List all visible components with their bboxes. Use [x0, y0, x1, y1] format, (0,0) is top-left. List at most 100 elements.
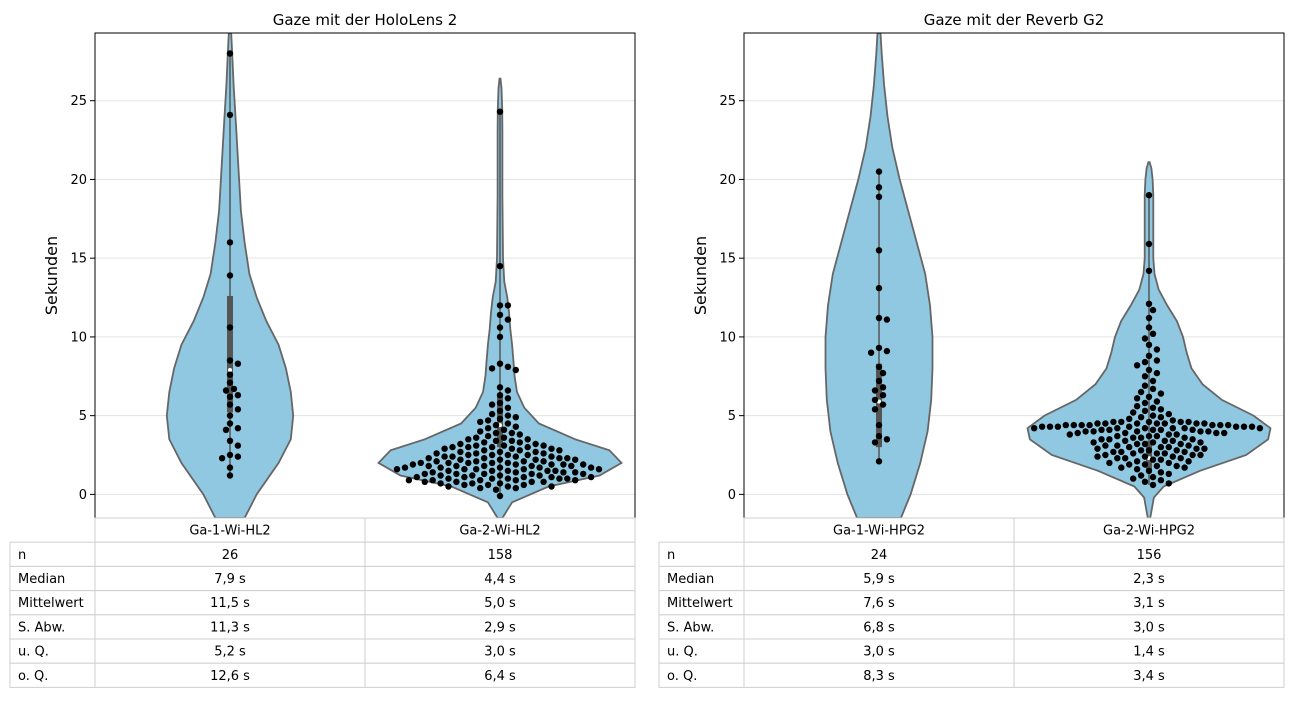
data-point [875, 184, 883, 191]
data-point [1114, 425, 1121, 432]
data-point [1102, 442, 1109, 449]
table-row-label: n [18, 548, 26, 563]
data-point [552, 467, 559, 474]
data-point [516, 431, 523, 438]
data-point [484, 432, 492, 440]
data-point [548, 473, 555, 481]
data-point [1221, 429, 1228, 437]
data-point [226, 324, 234, 331]
data-point [871, 387, 879, 394]
table-row-label: Mittelwert [667, 596, 733, 611]
data-point [1165, 470, 1173, 478]
y-tick-label: 10 [719, 330, 736, 345]
data-point [496, 480, 504, 487]
data-point [1145, 393, 1153, 400]
data-point [1149, 412, 1157, 419]
data-point [504, 420, 512, 427]
data-point [1232, 423, 1240, 430]
data-point [445, 483, 452, 490]
data-point [1141, 399, 1149, 407]
table-cell-value: 158 [488, 548, 513, 563]
data-point [425, 455, 432, 462]
table-header-cell [1013, 517, 1285, 543]
data-point [1133, 440, 1141, 448]
data-point [524, 436, 531, 443]
data-point [1141, 453, 1149, 460]
data-point [1133, 458, 1141, 465]
table-cell [94, 565, 366, 592]
table-cell-value: 5,9 s [863, 572, 895, 587]
data-point [504, 459, 512, 467]
data-point [484, 417, 492, 424]
y-tick-label: 0 [728, 488, 736, 503]
data-point [512, 366, 519, 374]
data-point [520, 481, 527, 489]
data-point [1173, 447, 1180, 454]
data-point [595, 466, 603, 473]
data-point [1169, 425, 1177, 432]
data-point [226, 464, 234, 471]
data-point [1161, 420, 1169, 427]
data-point [226, 451, 234, 459]
data-point [1145, 314, 1153, 322]
data-point [1133, 420, 1141, 427]
table-row-label: o. Q. [18, 669, 48, 684]
data-point [1149, 481, 1157, 489]
data-point [1169, 453, 1177, 460]
data-point [234, 442, 242, 449]
data-point [1177, 455, 1184, 462]
data-point [536, 464, 543, 471]
data-point [496, 456, 504, 463]
data-point [481, 462, 488, 470]
data-point [504, 404, 512, 411]
data-point [1094, 445, 1101, 452]
data-point [496, 407, 504, 415]
data-point [226, 357, 234, 364]
table-row-label-cell [9, 638, 96, 664]
stats-table: Ga-1-Wi-HL2 Ga-2-Wi-HL2 n 26 158 Median 7,9 s 4… [9, 517, 636, 688]
data-point [1141, 382, 1149, 389]
data-point [1114, 442, 1121, 449]
data-point [875, 432, 883, 440]
table-cell [1013, 565, 1285, 592]
data-point [587, 473, 595, 481]
data-point [867, 349, 875, 356]
data-point [556, 447, 563, 454]
data-point [226, 371, 234, 378]
data-point [1153, 450, 1161, 457]
table-row-label: S. Abw. [18, 620, 65, 635]
data-point [1126, 415, 1133, 422]
data-point [1130, 450, 1137, 457]
data-point [1118, 418, 1125, 426]
y-tick-label: 20 [70, 173, 87, 188]
table-cell-value: 2,9 s [484, 620, 516, 635]
data-point [1185, 418, 1192, 426]
data-point [1153, 346, 1161, 353]
data-point [417, 459, 424, 467]
data-point [1149, 439, 1157, 446]
data-point [1149, 473, 1157, 481]
data-point [875, 168, 883, 175]
data-point [1126, 423, 1133, 430]
data-point [226, 111, 234, 119]
data-point [1145, 447, 1153, 454]
data-point [504, 363, 512, 370]
data-point [469, 480, 476, 487]
data-point [524, 443, 531, 451]
y-axis-label: Sekunden [691, 236, 710, 315]
data-point [488, 401, 496, 408]
table-row-label: o. Q. [667, 669, 697, 684]
table-row-label: S. Abw. [667, 620, 714, 635]
data-point [1165, 459, 1173, 467]
data-point [496, 311, 504, 319]
data-point [496, 333, 504, 341]
data-point [477, 428, 484, 435]
data-point [504, 387, 512, 394]
table-cell-value: 3,4 s [1133, 669, 1165, 684]
data-point [1177, 440, 1184, 448]
data-point [587, 464, 595, 471]
data-point [1145, 267, 1153, 274]
data-point [1145, 324, 1153, 331]
data-point [1145, 341, 1153, 348]
